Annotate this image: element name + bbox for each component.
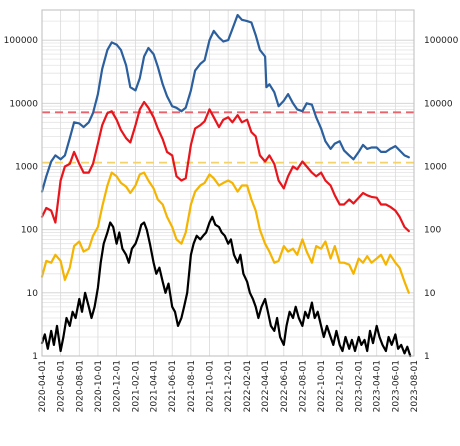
x-tick-label: 2021-08-01 [187, 360, 197, 412]
y-tick-label: 100 [424, 226, 441, 236]
x-tick-label: 2023-02-01 [355, 360, 365, 412]
y-tick-label: 10 [424, 289, 436, 299]
y-tick-label: 1 [32, 352, 38, 362]
plot-frame [41, 9, 415, 357]
x-tick-label: 2020-10-01 [94, 360, 104, 412]
x-tick-label: 2021-04-01 [150, 360, 160, 412]
x-tick-label: 2021-02-01 [132, 360, 142, 412]
x-tick-label: 2022-04-01 [261, 360, 271, 412]
x-tick-label: 2020-08-01 [75, 360, 85, 412]
series-line-2 [40, 100, 410, 233]
x-tick-label: 2023-06-01 [391, 360, 401, 412]
x-tick-label: 2020-12-01 [113, 360, 123, 412]
y-tick-labels-right: 1 10 100 1000 10000 100000 [424, 36, 459, 362]
y-tick-label: 10000 [9, 99, 38, 109]
series-line-3 [40, 171, 410, 294]
y-tick-label: 1 [424, 352, 430, 362]
series-line-1 [40, 13, 410, 193]
y-tick-label: 1000 [15, 162, 38, 172]
x-tick-label: 2021-06-01 [168, 360, 178, 412]
y-tick-labels-left: 1 10 100 1000 10000 100000 [4, 36, 39, 362]
series-layer [40, 13, 412, 358]
x-tick-label: 2021-12-01 [224, 360, 234, 412]
reference-lines [42, 111, 414, 164]
y-tick-label: 100000 [4, 36, 39, 46]
x-tick-label: 2021-10-01 [206, 360, 216, 412]
x-tick-label: 2022-02-01 [243, 360, 253, 412]
y-tick-label: 1000 [424, 162, 447, 172]
x-tick-label: 2023-04-01 [373, 360, 383, 412]
x-tick-label: 2022-12-01 [336, 360, 346, 412]
x-tick-labels: 2020-04-01 2020-06-01 2020-08-01 2020-10-01… [38, 360, 420, 412]
x-tick-label: 2022-10-01 [317, 360, 327, 412]
y-tick-label: 10000 [424, 99, 453, 109]
x-tick-label: 2020-04-01 [38, 360, 48, 412]
x-tick-label: 2023-08-01 [410, 360, 420, 412]
y-tick-label: 100 [21, 226, 38, 236]
x-tick-label: 2022-06-01 [280, 360, 290, 412]
grid-layer [41, 9, 415, 357]
x-tick-label: 2020-06-01 [57, 360, 67, 412]
x-tick-label: 2022-08-01 [298, 360, 308, 412]
y-tick-label: 10 [27, 289, 39, 299]
series-line-4 [40, 215, 412, 358]
y-tick-label: 100000 [424, 36, 459, 46]
